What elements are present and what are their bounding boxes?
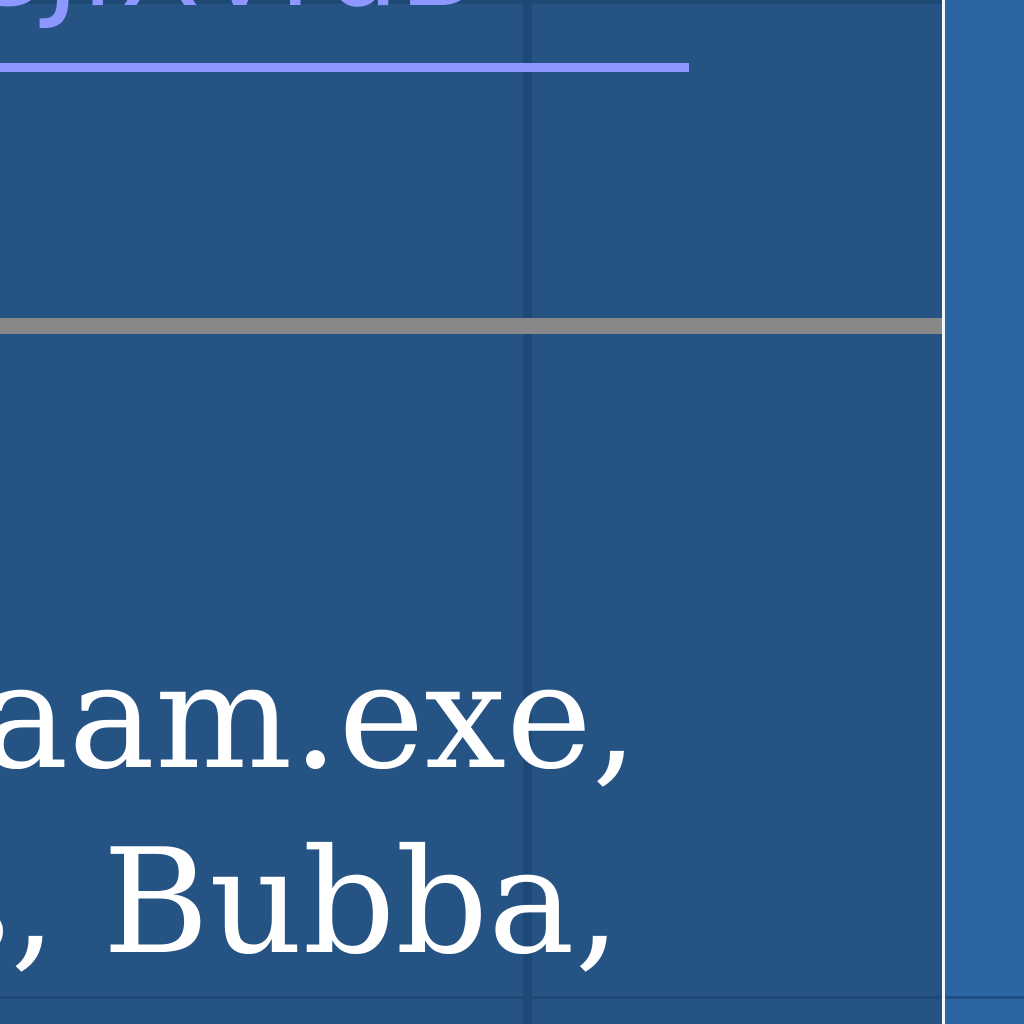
body-text-line: s, Bubba, bbox=[0, 818, 621, 987]
table-column-divider bbox=[523, 0, 532, 1024]
table-row-border-top bbox=[0, 0, 942, 4]
table-row-border-bottom bbox=[0, 996, 942, 999]
sidebar-divider bbox=[945, 996, 1024, 999]
panel-edge bbox=[942, 0, 945, 1024]
page-link[interactable]: SJfXVrdB bbox=[0, 0, 478, 24]
content-panel: SJfXVrdB aam.exe, s, Bubba, bbox=[0, 0, 942, 1024]
link-underline bbox=[0, 63, 689, 72]
right-sidebar bbox=[945, 0, 1024, 1024]
body-text-line: aam.exe, bbox=[0, 633, 638, 802]
body-text-block: aam.exe, s, Bubba, bbox=[0, 625, 940, 995]
horizontal-separator bbox=[0, 318, 942, 334]
